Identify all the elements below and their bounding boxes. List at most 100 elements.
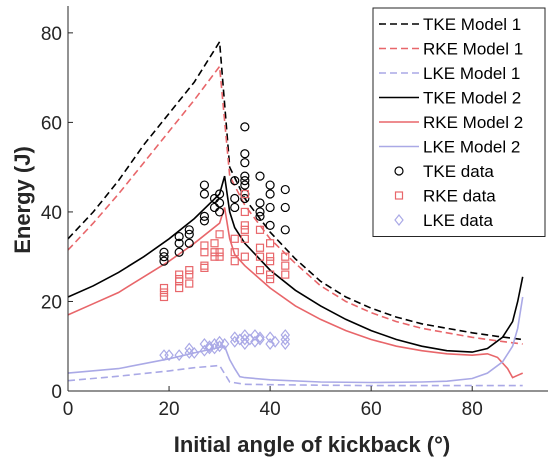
- tke-model-2-line: [68, 175, 524, 353]
- rke-data-point: [255, 266, 265, 275]
- lke-data-point: [255, 333, 265, 346]
- rke-data-point: [255, 225, 265, 234]
- lke-data-point: [280, 329, 291, 342]
- legend-swatch-lke-data: [394, 214, 404, 226]
- rke-data-point: [185, 270, 194, 279]
- lke-data-point: [265, 331, 275, 344]
- rke-data-point: [230, 257, 239, 266]
- rke-data-point: [210, 248, 219, 257]
- x-tick-label: 40: [260, 399, 281, 420]
- y-tick-label: 0: [51, 382, 62, 403]
- tke-data-point: [199, 211, 210, 222]
- lke-data-point: [164, 349, 174, 362]
- tke-data-point: [159, 252, 169, 262]
- lke-data-point: [219, 338, 230, 350]
- tke-data-point: [240, 122, 250, 132]
- rke-data-point: [200, 248, 209, 257]
- rke-data-point: [240, 234, 249, 243]
- lke-data-point: [240, 329, 250, 342]
- tke-data-point: [240, 175, 250, 186]
- tke-data-point: [199, 189, 210, 199]
- lke-data-point: [199, 338, 210, 350]
- lke-data-point: [204, 340, 215, 353]
- lke-data-point: [280, 333, 291, 346]
- rke-data-point: [281, 252, 290, 261]
- y-tick-label: 40: [41, 203, 62, 224]
- lke-data-point: [189, 346, 200, 359]
- legend-swatch-tke-data: [394, 166, 404, 176]
- tke-data-point: [280, 225, 290, 235]
- x-tick-label: 60: [361, 399, 382, 420]
- rke-data-point: [175, 277, 184, 286]
- lke-data-point: [229, 331, 240, 344]
- y-tick-label: 80: [41, 24, 62, 45]
- tke-data-point: [199, 180, 210, 190]
- rke-data-point: [159, 283, 169, 293]
- rke-data-point: [215, 230, 224, 239]
- legend-label-tke-model-1: TKE Model 1: [423, 15, 521, 34]
- legend-label-rke-model-2: RKE Model 2: [423, 113, 523, 132]
- rke-data-point: [266, 257, 275, 266]
- rke-data-point: [215, 252, 224, 261]
- tke-data-point: [265, 220, 275, 230]
- x-tick-label: 20: [158, 399, 179, 420]
- rke-data-point: [240, 225, 249, 234]
- tke-data-point: [240, 158, 250, 168]
- lke-model-1-line: [68, 364, 523, 387]
- tke-data-point: [174, 238, 184, 248]
- series-layer: [68, 39, 524, 387]
- legend: TKE Model 1 RKE Model 1 LKE Model 1 TKE Mod…: [372, 7, 546, 237]
- tke-data-point: [255, 211, 265, 222]
- x-tick-label: 0: [63, 399, 74, 420]
- legend-label-rke-model-1: RKE Model 1: [423, 40, 523, 59]
- tke-data-point: [159, 247, 169, 257]
- rke-data-point: [281, 261, 290, 270]
- legend-label-lke-model-1: LKE Model 1: [423, 64, 520, 83]
- tke-data-point: [184, 225, 194, 235]
- rke-data-point: [266, 252, 275, 261]
- lke-data-point: [255, 331, 265, 344]
- legend-label-lke-model-2: LKE Model 2: [423, 138, 520, 157]
- rke-data-point: [210, 252, 219, 261]
- lke-data-point: [214, 340, 225, 353]
- rke-data-point: [159, 292, 169, 302]
- tke-data-point: [209, 202, 220, 213]
- tke-data-point: [255, 198, 265, 208]
- x-axis-title: Initial angle of kickback (°): [174, 432, 451, 457]
- lke-data-point: [280, 338, 291, 350]
- legend-swatch-rke-data: [394, 191, 404, 200]
- rke-data-point: [240, 221, 249, 230]
- tke-data-point: [240, 193, 250, 204]
- lke-data-point: [209, 338, 220, 350]
- legend-label-tke-data: TKE data: [423, 162, 494, 181]
- rke-data-point: [185, 279, 194, 288]
- rke-data-point: [240, 207, 249, 217]
- tke-data-point: [214, 189, 225, 199]
- tke-data-point: [280, 184, 290, 195]
- legend-label-lke-data: LKE data: [423, 211, 493, 230]
- legend-label-rke-data: RKE data: [423, 187, 496, 206]
- rke-data-point: [281, 270, 290, 279]
- tke-data-point: [230, 193, 240, 204]
- rke-data-point: [175, 270, 184, 279]
- axes: 0 20 40 60 80 0 20 40 60 80: [41, 6, 548, 420]
- rke-data-point: [200, 263, 209, 272]
- lke-data-point: [229, 335, 240, 348]
- tke-data-point: [280, 202, 290, 213]
- lke-model-2-line: [68, 296, 524, 384]
- rke-data-point: [200, 261, 209, 270]
- tke-data-point: [240, 149, 250, 159]
- rke-data-point: [210, 239, 219, 248]
- lke-data-point: [209, 342, 220, 355]
- rke-data-point: [215, 248, 224, 257]
- tke-data-point: [214, 198, 225, 208]
- tke-data-point: [184, 238, 194, 248]
- lke-data-point: [250, 329, 260, 342]
- tke-model-1-line: [68, 39, 523, 341]
- rke-data-point: [255, 252, 265, 261]
- rke-model-1-line: [68, 64, 523, 345]
- rke-data-point: [266, 270, 275, 279]
- tke-data-point: [159, 256, 169, 266]
- legend-label-tke-model-2: TKE Model 2: [423, 89, 521, 108]
